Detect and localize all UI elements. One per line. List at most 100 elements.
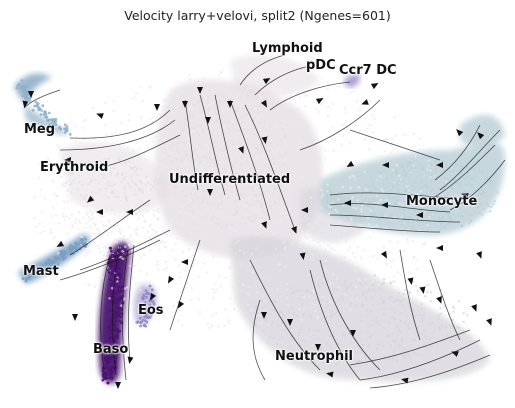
cell-point: [419, 189, 423, 193]
cell-point: [370, 323, 374, 327]
cell-point: [331, 288, 335, 291]
cell-point: [70, 214, 73, 217]
cell-point: [284, 161, 287, 165]
cell-point: [80, 199, 83, 202]
cell-point: [241, 178, 245, 181]
cell-point: [202, 76, 206, 80]
cell-point: [331, 126, 334, 129]
cell-point: [317, 329, 321, 332]
cell-point: [259, 142, 263, 146]
cell-point: [343, 282, 346, 286]
cell-point: [419, 197, 423, 201]
cell-point: [86, 211, 89, 214]
cell-point: [246, 303, 250, 307]
cell-point: [223, 120, 227, 124]
arrowhead: [115, 382, 121, 389]
cell-point: [420, 179, 424, 182]
cell-point: [301, 295, 305, 299]
cell-point: [150, 137, 153, 141]
cell-point: [162, 98, 166, 102]
velocity-arrow: [262, 78, 271, 85]
cell-point: [284, 151, 287, 154]
cell-point: [385, 198, 388, 202]
cell-point: [365, 127, 369, 131]
cell-point: [434, 160, 438, 163]
cell-point: [312, 352, 316, 356]
cell-point: [174, 257, 178, 261]
cell-point: [258, 145, 261, 148]
cell-point: [390, 296, 393, 299]
cell-point: [304, 94, 307, 98]
cell-point: [199, 146, 203, 149]
cell-point: [360, 303, 364, 306]
cell-point: [203, 161, 206, 165]
cell-point: [243, 196, 246, 200]
cell-point: [286, 76, 290, 80]
streamline: [329, 214, 461, 223]
cell-point: [298, 192, 301, 195]
cell-point: [139, 321, 143, 325]
cell-point: [242, 251, 246, 255]
cell-point: [424, 168, 427, 172]
cell-point: [406, 164, 409, 168]
cell-point: [258, 197, 262, 201]
cell-point: [278, 269, 282, 272]
cell-point: [398, 201, 401, 205]
cell-point: [178, 210, 182, 214]
velocity-arrow: [361, 99, 369, 105]
cell-point: [462, 320, 465, 324]
cell-point: [206, 322, 209, 326]
cell-point: [381, 307, 384, 311]
cell-point: [79, 201, 82, 205]
cell-point: [424, 241, 427, 245]
cell-point: [219, 194, 222, 197]
cell-point: [31, 108, 35, 112]
cell-point: [226, 188, 229, 192]
cell-point: [109, 356, 112, 360]
cell-point: [356, 164, 359, 167]
cell-point: [130, 174, 133, 178]
cell-point: [280, 164, 284, 167]
streamline: [299, 99, 381, 151]
cell-point: [477, 169, 481, 173]
cell-point: [358, 281, 361, 285]
cell-point: [405, 226, 409, 229]
cell-point: [236, 298, 239, 302]
cell-point: [235, 288, 239, 291]
cell-point: [299, 298, 303, 301]
cell-point: [137, 186, 141, 190]
cell-point: [163, 240, 167, 244]
cell-point: [282, 313, 285, 316]
cell-point: [243, 73, 247, 77]
cell-point: [353, 269, 357, 273]
cell-point: [142, 293, 146, 297]
cell-point: [201, 167, 204, 170]
cell-point: [98, 207, 101, 211]
cell-point: [212, 142, 216, 145]
cell-point: [359, 256, 363, 260]
cell-point: [289, 91, 293, 95]
cell-point: [207, 168, 211, 172]
cell-point: [310, 316, 313, 320]
cell-point: [394, 338, 398, 342]
cell-point: [113, 224, 117, 228]
cell-point: [280, 335, 284, 339]
cell-point: [311, 253, 315, 256]
cell-point: [350, 297, 354, 301]
cell-point: [469, 218, 473, 222]
cell-point: [372, 288, 376, 292]
cell-point: [15, 86, 19, 90]
cell-point: [367, 287, 371, 291]
cell-point: [123, 213, 127, 216]
cell-point: [202, 197, 205, 201]
cell-point: [298, 95, 301, 99]
cell-point: [84, 232, 87, 236]
cell-point: [378, 288, 382, 291]
cell-point: [406, 161, 410, 164]
cell-point: [329, 282, 333, 285]
cell-point: [133, 264, 136, 268]
cell-point: [53, 236, 56, 239]
cell-point: [382, 344, 386, 348]
cell-point: [247, 286, 251, 289]
cell-point: [206, 109, 210, 113]
